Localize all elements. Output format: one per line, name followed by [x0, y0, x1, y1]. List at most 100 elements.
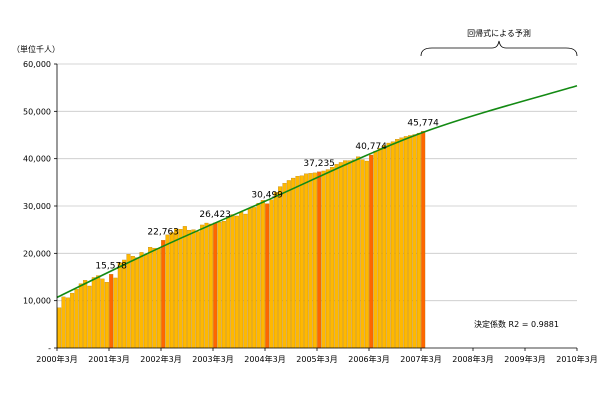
- bar: [156, 248, 161, 349]
- bar: [252, 207, 257, 349]
- bar: [130, 256, 135, 349]
- bar: [226, 217, 231, 349]
- bar: [265, 203, 270, 349]
- bar: [256, 203, 261, 349]
- bar: [178, 229, 183, 349]
- bar: [113, 277, 118, 349]
- regression-line: [56, 85, 578, 299]
- x-tick-label: 2008年3月: [452, 354, 493, 364]
- y-tick-label: 40,000: [23, 155, 51, 164]
- data-label: 30,499: [251, 191, 283, 201]
- bar: [325, 169, 330, 349]
- bar: [377, 148, 382, 349]
- bar: [78, 283, 83, 349]
- bar: [152, 247, 157, 349]
- bar: [234, 215, 239, 349]
- x-tick-label: 2006年3月: [348, 354, 389, 364]
- bar: [135, 257, 140, 349]
- bar: [317, 171, 322, 349]
- bar: [182, 226, 187, 349]
- bar: [230, 214, 235, 349]
- bar: [356, 156, 361, 349]
- bar: [191, 229, 196, 349]
- bar: [343, 160, 348, 349]
- forecast-bracket-shape: [420, 40, 578, 57]
- bar: [312, 172, 317, 349]
- bar: [295, 176, 300, 349]
- bar: [200, 224, 205, 349]
- bar: [321, 170, 326, 349]
- y-tick-label: 30,000: [23, 202, 51, 211]
- y-tick-label: -: [48, 344, 51, 353]
- bar: [221, 220, 226, 349]
- bar: [373, 150, 378, 349]
- bar: [291, 177, 296, 349]
- bar: [403, 136, 408, 349]
- bar: [104, 282, 109, 349]
- bar: [139, 252, 144, 349]
- bar: [165, 234, 170, 349]
- bar: [87, 285, 92, 349]
- bar: [304, 173, 309, 349]
- bar: [91, 277, 96, 349]
- data-labels: 15,578 22,763 26,423 30,499 37,235 40,774 45,7…: [95, 118, 439, 271]
- bar: [57, 307, 62, 349]
- bar: [169, 232, 174, 349]
- bar: [338, 162, 343, 349]
- bar: [364, 160, 369, 349]
- bar: [386, 142, 391, 349]
- bar: [395, 139, 400, 349]
- bar: [282, 183, 287, 349]
- bar: [278, 186, 283, 349]
- bar: [416, 132, 421, 349]
- trend-line: [56, 85, 578, 299]
- x-tick-label: 2001年3月: [88, 354, 129, 364]
- y-tick-label: 50,000: [23, 107, 51, 116]
- bar: [83, 280, 88, 349]
- bar: [421, 131, 426, 349]
- bar: [243, 213, 248, 349]
- bar: [286, 180, 291, 349]
- bar: [74, 289, 79, 349]
- bar: [65, 297, 70, 349]
- y-tick-label: 10,000: [23, 297, 51, 306]
- bar: [369, 154, 374, 349]
- data-label: 15,578: [95, 261, 127, 271]
- axes: [54, 63, 578, 351]
- x-tick-label: 2007年3月: [400, 354, 441, 364]
- bar: [96, 275, 101, 349]
- bar: [117, 262, 122, 349]
- bar: [204, 222, 209, 349]
- grid-lines: [57, 63, 577, 302]
- bar: [260, 200, 265, 349]
- x-tick-label: 2010年3月: [556, 354, 597, 364]
- bar: [208, 223, 213, 349]
- unit-label: （単位千人）: [12, 44, 60, 54]
- data-label: 22,763: [147, 227, 179, 237]
- bar: [382, 145, 387, 349]
- bar: [308, 173, 313, 349]
- data-label: 37,235: [303, 159, 335, 169]
- bar: [126, 254, 131, 349]
- x-tick-label: 2004年3月: [244, 354, 285, 364]
- bar: [347, 160, 352, 349]
- bar: [174, 228, 179, 349]
- bar: [408, 135, 413, 349]
- data-label: 40,774: [355, 142, 387, 152]
- bar: [269, 199, 274, 349]
- bar: [217, 221, 222, 349]
- x-tick-label: 2002年3月: [140, 354, 181, 364]
- bar: [100, 278, 105, 349]
- bar: [122, 259, 127, 349]
- y-tick-label: 20,000: [23, 249, 51, 258]
- data-label: 45,774: [407, 118, 439, 128]
- bar: [390, 141, 395, 349]
- bar: [61, 296, 66, 349]
- bar: [299, 175, 304, 349]
- x-tick-labels: 2000年3月 2001年3月 2002年3月 2003年3月 2004年3月 2005年…: [36, 354, 597, 364]
- bar: [187, 229, 192, 349]
- r2-label: 決定係数 R2 = 0.9881: [474, 319, 559, 329]
- bar: [109, 274, 114, 349]
- bar: [70, 292, 75, 349]
